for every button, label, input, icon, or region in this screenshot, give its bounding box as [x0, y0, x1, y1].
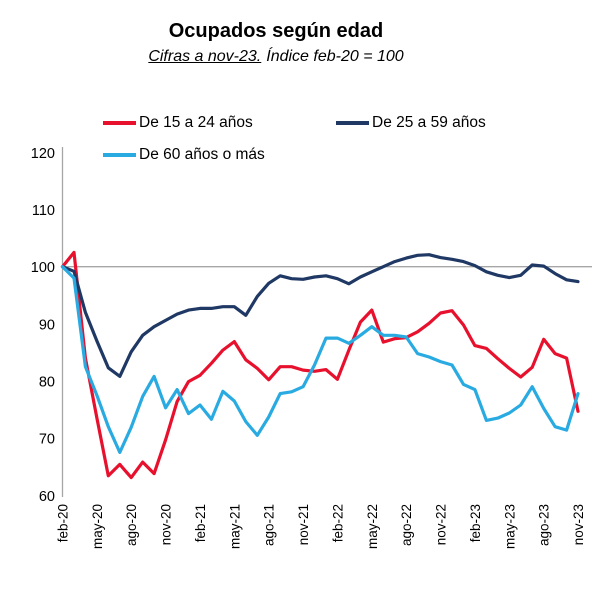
x-tick-label: feb-22 — [330, 504, 345, 542]
x-tick-label: may-21 — [227, 504, 242, 549]
subtitle-underlined-part: Cifras a nov-23. — [148, 48, 262, 65]
x-tick-label: may-23 — [502, 504, 517, 549]
x-tick-label: feb-21 — [193, 504, 208, 542]
y-tick-label: 100 — [31, 260, 55, 276]
y-tick-label: 80 — [39, 374, 55, 390]
y-tick-label: 60 — [39, 489, 55, 505]
chart-subtitle: Cifras a nov-23. Índice feb-20 = 100 — [0, 46, 552, 68]
series-line-25-59 — [60, 253, 580, 378]
chart-title: Ocupados según edad — [168, 20, 384, 42]
legend-dash-navy-icon — [336, 121, 369, 125]
legend-dash-red-icon — [103, 121, 136, 125]
legend-label-25-59: De 25 a 59 años — [372, 114, 486, 131]
series-line-15-24 — [60, 250, 580, 480]
x-tick-label: nov-22 — [434, 504, 449, 545]
legend-item-15-24: De 15 a 24 años — [103, 113, 253, 133]
legend-label-60-mas: De 60 años o más — [139, 146, 265, 163]
x-tick-label: nov-23 — [571, 504, 586, 545]
legend-dash-cyan-icon — [103, 153, 136, 157]
legend-item-25-59: De 25 a 59 años — [336, 113, 486, 133]
series-line-60-mas — [60, 265, 580, 454]
x-tick-label: may-22 — [365, 504, 380, 549]
x-tick-label: ago-23 — [537, 504, 552, 546]
x-tick-label: nov-21 — [296, 504, 311, 545]
x-tick-label: ago-22 — [399, 504, 414, 546]
x-tick-label: ago-20 — [124, 504, 139, 546]
x-tick-label: may-20 — [90, 504, 105, 549]
x-tick-label: feb-20 — [56, 504, 71, 542]
y-tick-label: 120 — [31, 146, 55, 162]
legend-label-15-24: De 15 a 24 años — [139, 114, 253, 131]
chart-header: Ocupados según edad Cifras a nov-23. Índi… — [0, 19, 552, 68]
y-tick-label: 90 — [39, 317, 55, 333]
y-tick-label: 110 — [32, 203, 55, 219]
x-tick-label: feb-23 — [468, 504, 483, 542]
legend-item-60-mas: De 60 años o más — [103, 145, 265, 165]
x-tick-label: nov-20 — [159, 504, 174, 545]
y-tick-label: 70 — [39, 432, 55, 448]
x-tick-label: ago-21 — [262, 504, 277, 546]
subtitle-rest-part: Índice feb-20 = 100 — [266, 48, 404, 65]
